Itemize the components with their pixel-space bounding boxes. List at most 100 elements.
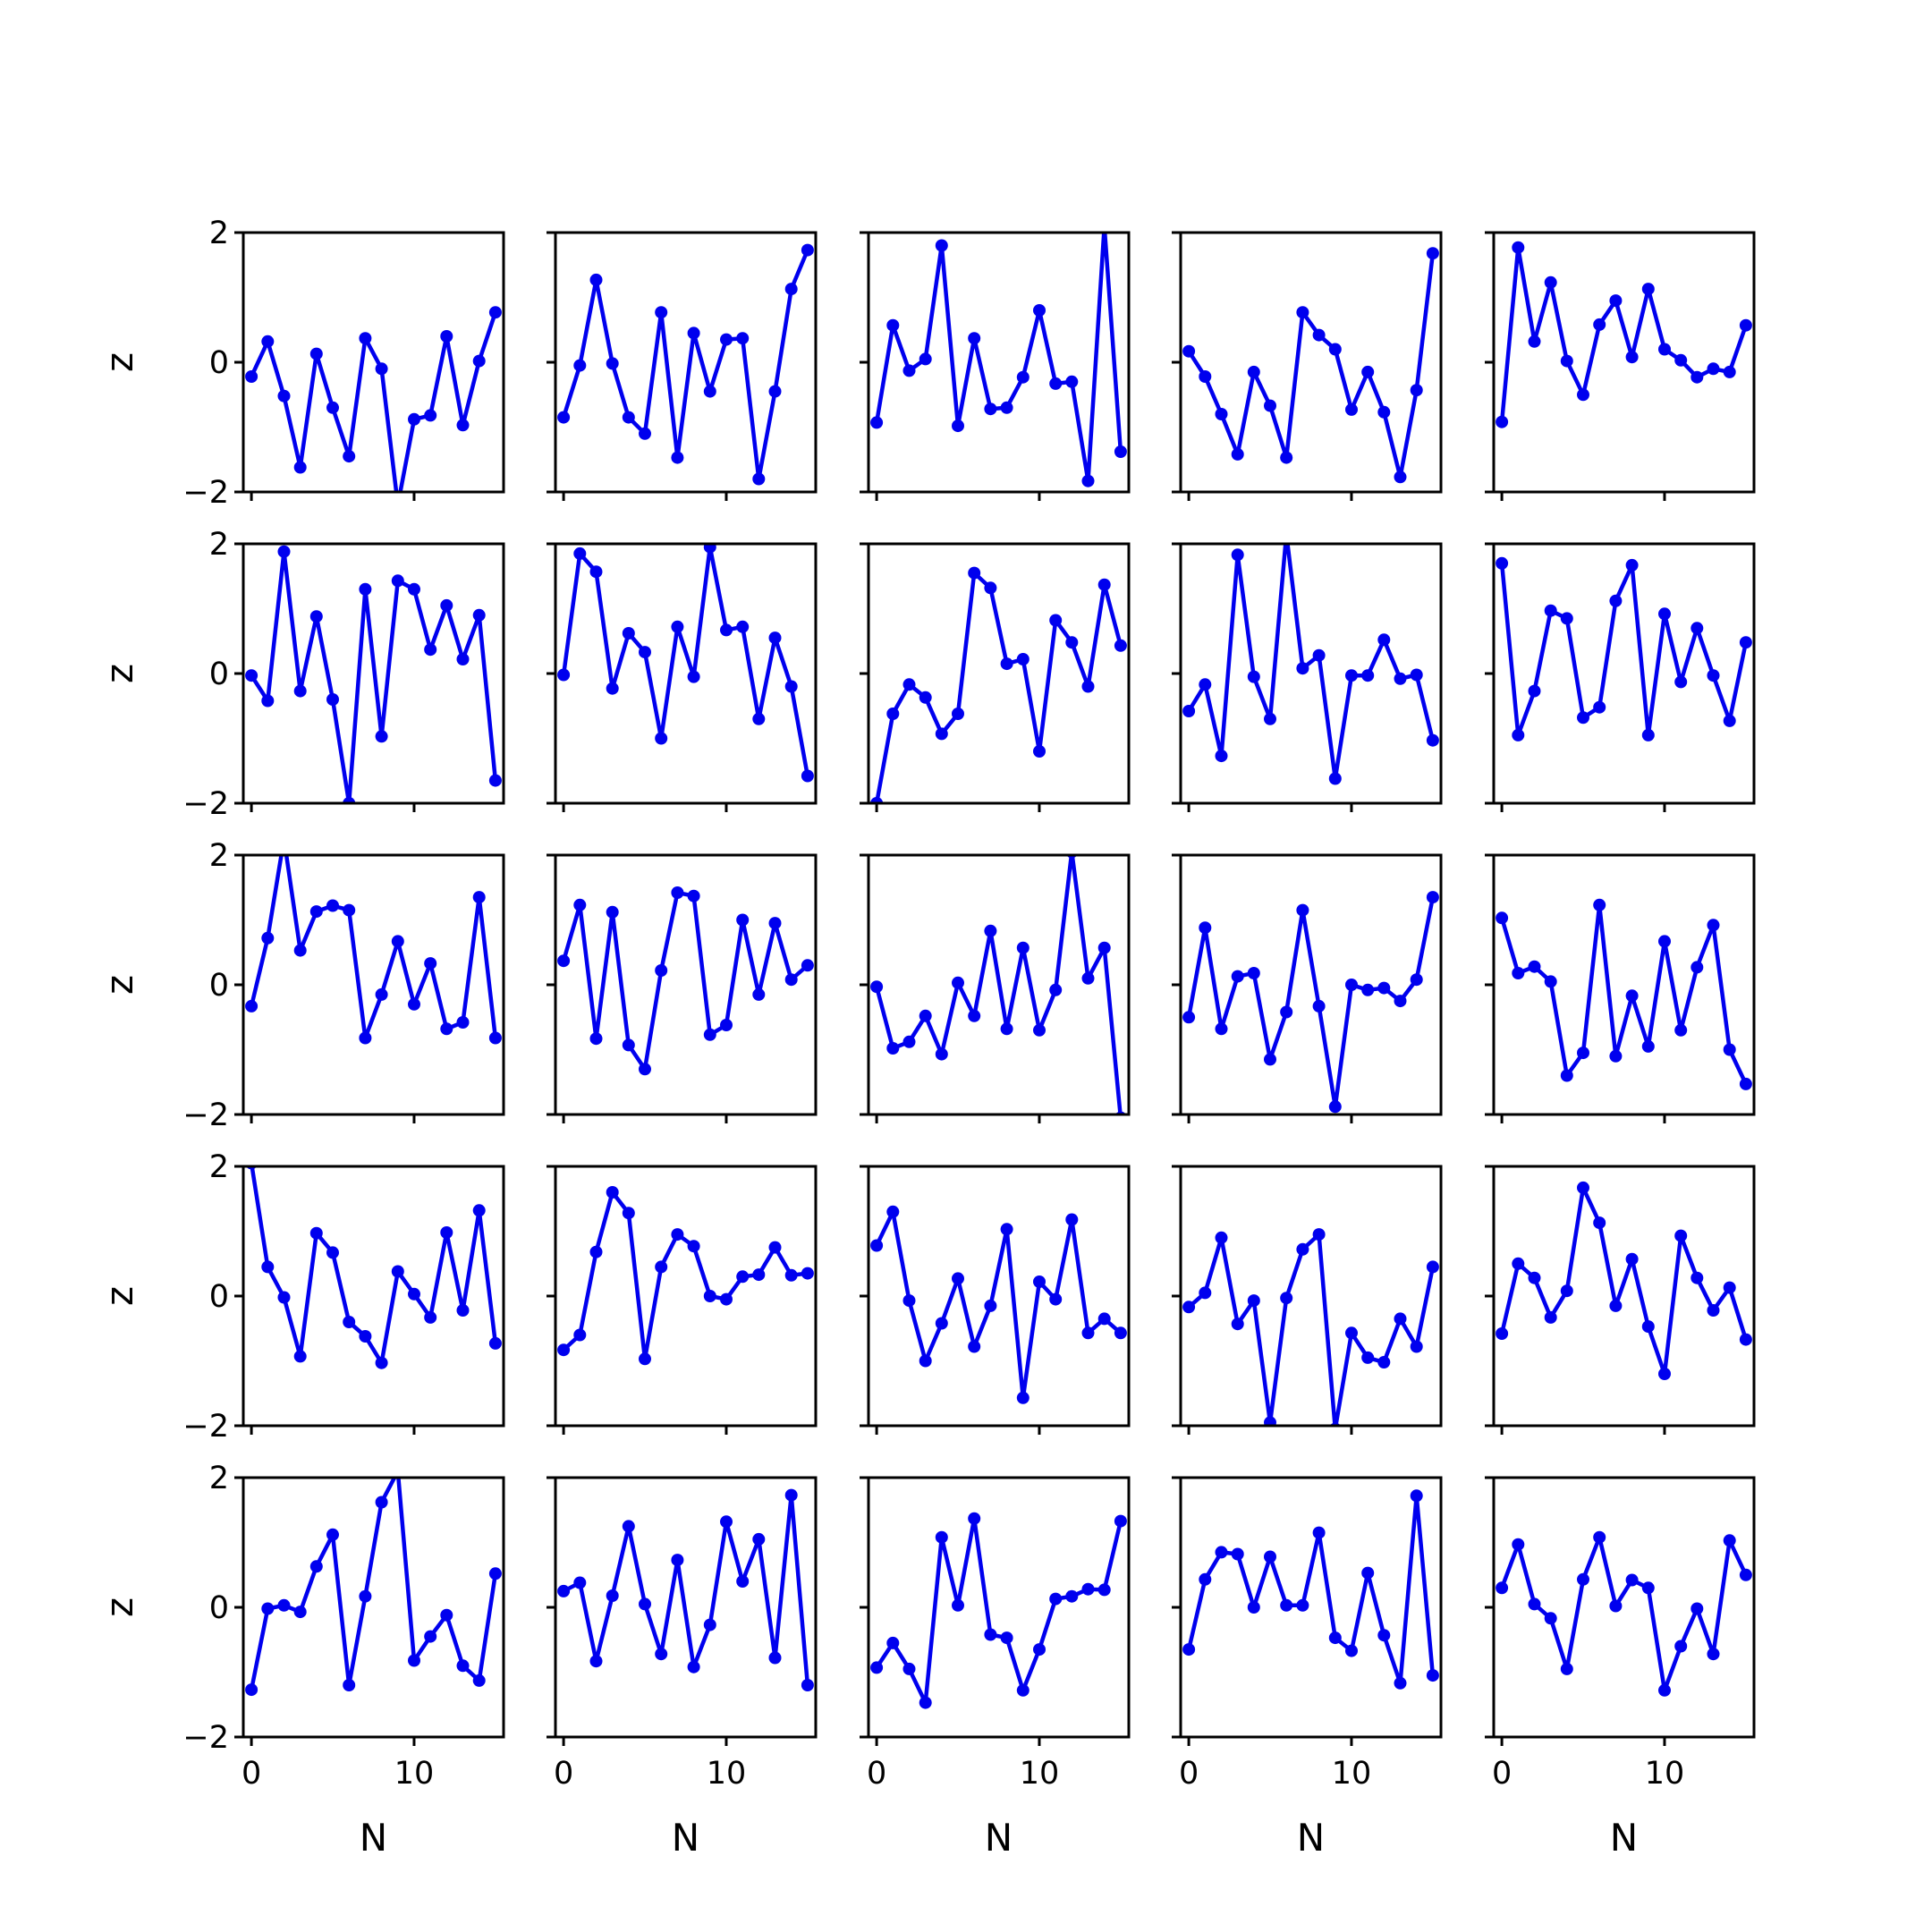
data-point	[1426, 1669, 1439, 1682]
x-tick-label: 0	[1179, 1756, 1199, 1792]
data-point	[1658, 343, 1671, 356]
data-point	[870, 1661, 884, 1674]
series-line	[1186, 250, 1436, 479]
subplot-r5-c5: 0 10N	[1485, 1476, 1756, 1860]
data-point	[1247, 670, 1260, 683]
data-point	[277, 545, 291, 558]
data-point	[671, 620, 684, 633]
data-point	[968, 566, 981, 580]
data-point	[622, 1038, 635, 1052]
data-point	[1674, 1640, 1688, 1653]
data-point	[1641, 1320, 1655, 1334]
data-point	[870, 1239, 884, 1252]
data-point	[1182, 705, 1196, 717]
data-point	[1674, 675, 1688, 689]
y-tick-label: 2	[209, 527, 229, 563]
data-point	[1739, 636, 1752, 649]
series-line	[874, 855, 1123, 1114]
data-point	[1264, 1416, 1276, 1426]
data-point	[1345, 669, 1358, 682]
data-point	[1739, 318, 1752, 332]
x-tick-label: 10	[394, 1756, 435, 1792]
data-point	[488, 1336, 502, 1350]
data-point	[277, 1291, 291, 1304]
data-point	[1296, 1598, 1309, 1612]
data-point	[343, 1679, 356, 1691]
x-tick-label: 0	[1492, 1756, 1512, 1792]
subplot-r5-c4: 0 10N	[1172, 1476, 1443, 1860]
data-point	[326, 401, 339, 414]
data-point	[784, 680, 798, 693]
plot-area	[245, 1478, 502, 1697]
plot-area	[1496, 241, 1752, 428]
data-point	[488, 306, 502, 319]
data-point	[1674, 1229, 1688, 1242]
y-axis-label: z	[97, 975, 141, 995]
data-point	[720, 1019, 733, 1031]
subplot-r4-c3	[860, 1165, 1131, 1435]
data-point	[1097, 578, 1111, 591]
subplot-r5-c2: 0 10N	[547, 1476, 818, 1860]
data-point	[1577, 1181, 1589, 1194]
data-point	[391, 1265, 404, 1278]
data-point	[768, 1241, 782, 1254]
data-point	[1312, 1228, 1326, 1241]
data-point	[1641, 1581, 1655, 1595]
data-point	[1658, 1368, 1671, 1380]
y-tick-label: 0	[209, 968, 229, 1004]
data-point	[687, 889, 700, 902]
data-point	[671, 1228, 684, 1241]
y-tick-label: −2	[182, 1409, 229, 1445]
data-point	[408, 412, 420, 426]
data-point	[1410, 1340, 1423, 1353]
data-point	[1182, 1011, 1196, 1024]
data-point	[606, 1186, 619, 1199]
data-point	[1182, 344, 1196, 358]
data-point	[1280, 1005, 1293, 1019]
data-point	[440, 598, 453, 612]
data-point	[655, 732, 668, 745]
data-point	[1560, 1662, 1573, 1675]
data-point	[1016, 653, 1030, 665]
data-point	[1739, 1077, 1752, 1090]
data-point	[671, 886, 684, 899]
data-point	[1426, 891, 1439, 904]
data-point	[1296, 903, 1309, 917]
data-point	[1215, 1231, 1228, 1244]
data-point	[1674, 353, 1688, 367]
data-point	[1000, 1631, 1013, 1645]
subplot-r2-c3	[860, 542, 1131, 812]
data-point	[589, 1245, 603, 1258]
plot-area	[1182, 544, 1439, 785]
data-point	[440, 1022, 453, 1036]
data-point	[1658, 935, 1671, 948]
plot-area	[245, 855, 502, 1045]
plot-area	[870, 1205, 1127, 1404]
data-point	[1690, 622, 1704, 635]
data-point	[1049, 377, 1063, 390]
data-point	[1577, 711, 1589, 724]
data-point	[1528, 1271, 1541, 1284]
data-point	[736, 332, 750, 345]
data-point	[309, 1560, 323, 1573]
data-point	[573, 898, 587, 911]
data-point	[1560, 354, 1573, 368]
data-point	[359, 1589, 372, 1603]
data-point	[606, 905, 619, 919]
data-point	[245, 1683, 258, 1697]
data-point	[1199, 1286, 1212, 1300]
data-point	[687, 1660, 700, 1674]
data-point	[1264, 1053, 1276, 1066]
plot-area	[870, 855, 1126, 1114]
data-point	[655, 1648, 668, 1661]
data-point	[456, 1659, 470, 1673]
data-point	[886, 708, 900, 720]
data-point	[1426, 733, 1439, 747]
data-point	[1264, 1550, 1276, 1563]
data-point	[326, 1246, 339, 1259]
data-point	[1707, 362, 1720, 376]
plot-area	[1182, 1489, 1439, 1690]
data-point	[1609, 294, 1623, 308]
